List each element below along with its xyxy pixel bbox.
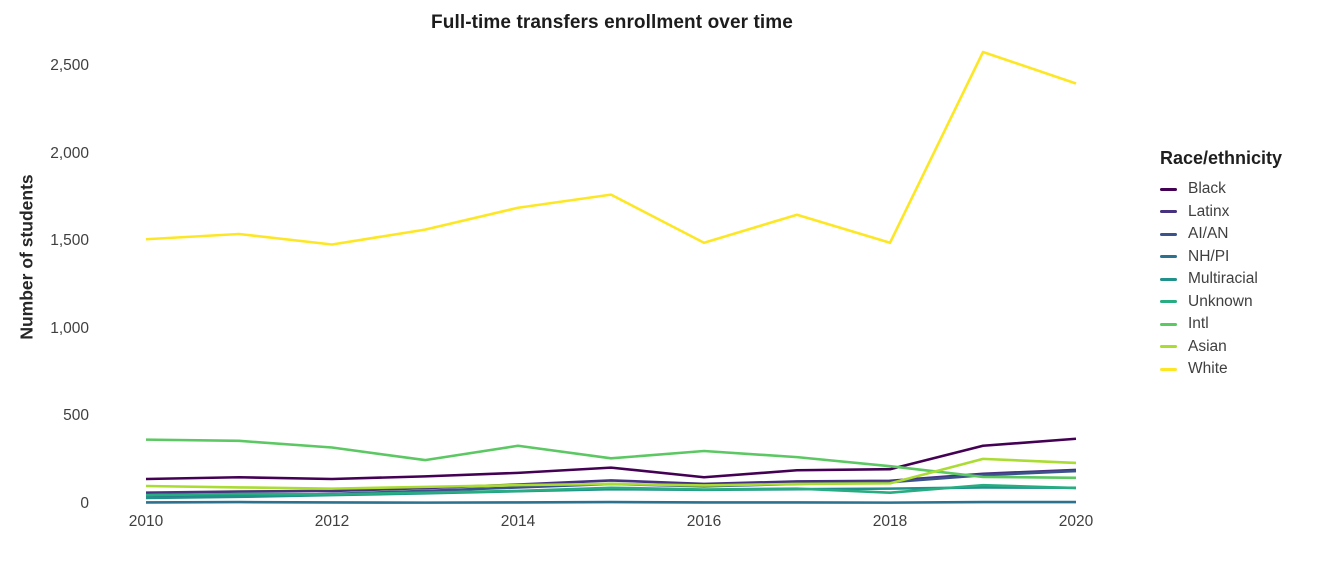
legend-swatch-latinx (1160, 210, 1177, 214)
series-line-multiracial (145, 486, 1077, 500)
legend-swatch-ai-an (1160, 232, 1177, 236)
y-tick-2000: 2,000 (50, 144, 89, 162)
y-tick-2500: 2,500 (50, 57, 89, 74)
legend-title: Race/ethnicity (1160, 148, 1283, 168)
x-tick-2012: 2012 (314, 513, 350, 530)
series-line-white (145, 50, 1077, 246)
legend-item-asian: Asian (1160, 336, 1344, 359)
legend-swatch-intl (1160, 322, 1177, 326)
legend-swatch-multiracial (1160, 277, 1177, 281)
legend-swatch-black (1160, 187, 1177, 191)
legend-swatch-white (1160, 367, 1177, 371)
legend-label-asian: Asian (1188, 337, 1227, 355)
legend-label-latinx: Latinx (1188, 202, 1230, 220)
x-tick-2016: 2016 (686, 513, 722, 530)
y-tick-0: 0 (80, 494, 89, 512)
legend-label-nh-pi: NH/PI (1188, 247, 1230, 265)
legend-item-unknown: Unknown (1160, 291, 1344, 314)
legend-item-white: White (1160, 358, 1344, 381)
x-tick-2020: 2020 (1058, 513, 1094, 530)
legend: Race/ethnicity Black Latinx AI/AN NH/PI Mult… (1160, 148, 1344, 381)
legend-item-nh-pi: NH/PI (1160, 246, 1344, 269)
series-line-latinx (145, 468, 1077, 494)
x-tick-2010: 2010 (128, 513, 164, 530)
series-line-asian (145, 457, 1077, 490)
y-tick-1500: 1,500 (50, 232, 89, 249)
series-line-black (145, 437, 1077, 481)
legend-items: Black Latinx AI/AN NH/PI Multiracial Unknown I… (1160, 178, 1344, 381)
series-line-nh-pi (145, 500, 1076, 504)
x-tick-2018: 2018 (872, 513, 908, 530)
legend-swatch-nh-pi (1160, 255, 1177, 259)
legend-item-latinx: Latinx (1160, 201, 1344, 224)
legend-label-intl: Intl (1188, 315, 1209, 333)
legend-item-ai-an: AI/AN (1160, 223, 1344, 246)
legend-item-black: Black (1160, 178, 1344, 201)
legend-swatch-unknown (1160, 300, 1177, 304)
legend-item-intl: Intl (1160, 313, 1344, 336)
y-tick-1000: 1,000 (50, 319, 89, 337)
legend-label-ai-an: AI/AN (1188, 225, 1229, 243)
legend-label-multiracial: Multiracial (1188, 270, 1258, 288)
legend-swatch-asian (1160, 345, 1177, 349)
series-line-unknown (145, 483, 1077, 497)
legend-item-multiracial: Multiracial (1160, 268, 1344, 291)
x-tick-2014: 2014 (500, 513, 536, 530)
legend-label-black: Black (1188, 180, 1226, 198)
series-line-intl (145, 438, 1077, 480)
legend-label-unknown: Unknown (1188, 292, 1253, 310)
legend-label-white: White (1188, 360, 1228, 378)
chart-title: Full-time transfers enrollment over time (431, 12, 793, 33)
y-tick-500: 500 (63, 407, 89, 424)
